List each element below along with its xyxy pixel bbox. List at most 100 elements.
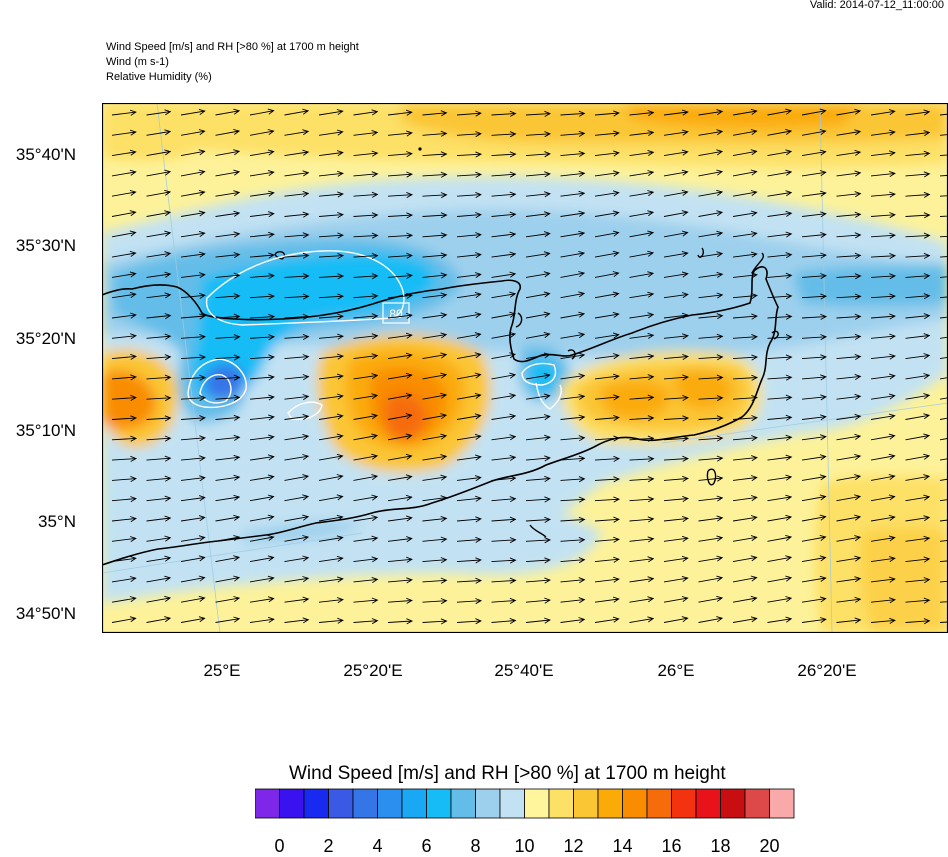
wind-arrow	[353, 453, 379, 461]
wind-arrow	[525, 537, 552, 544]
wind-arrow	[111, 353, 137, 360]
coastline	[102, 266, 779, 566]
wind-arrow	[629, 332, 655, 339]
wind-arrow	[284, 617, 310, 624]
wind-arrow	[801, 273, 827, 280]
wind-arrow	[387, 372, 413, 380]
wind-arrow	[870, 535, 896, 542]
colorbar-swatch	[450, 788, 476, 819]
wind-arrow	[387, 453, 413, 461]
wind-arrow	[318, 211, 344, 218]
wind-arrow	[939, 539, 948, 542]
wind-arrow	[663, 575, 689, 583]
wind-arrow	[732, 292, 758, 299]
wind-arrow	[560, 476, 586, 483]
wind-arrow	[939, 154, 948, 157]
colorbar-tick-label: 10	[514, 836, 535, 856]
wind-arrow	[180, 189, 206, 197]
wind-arrow	[146, 109, 172, 116]
wind-arrow	[905, 515, 931, 522]
wind-arrow	[629, 353, 655, 360]
wind-arrow	[249, 190, 275, 197]
wind-arrow	[111, 516, 137, 523]
wind-arrow	[732, 354, 759, 361]
wind-arrow	[249, 129, 275, 136]
wind-arrow	[560, 516, 586, 523]
wind-arrow	[801, 170, 827, 177]
wind-arrow	[560, 455, 586, 462]
wind-arrow	[491, 617, 517, 624]
wind-arrow	[905, 333, 931, 340]
wind-arrow	[318, 373, 344, 380]
wind-arrow	[146, 535, 172, 542]
wind-arrow	[180, 292, 206, 299]
wind-arrow	[387, 597, 413, 604]
wind-arrow	[318, 252, 345, 259]
wind-arrow	[560, 496, 586, 503]
wind-arrow	[249, 534, 275, 542]
wind-arrow	[732, 575, 758, 583]
wind-arrow	[870, 494, 896, 502]
wind-arrow	[318, 293, 345, 300]
wind-arrow	[836, 413, 862, 420]
wind-arrow	[318, 576, 344, 583]
wind-arrow	[767, 596, 793, 603]
wind-arrow	[698, 313, 724, 320]
contour-label: 80	[389, 307, 403, 321]
colorbar-swatch	[744, 788, 770, 819]
lon-label-26: 26°E	[657, 661, 695, 680]
wind-arrow	[318, 353, 344, 360]
wind-arrow	[732, 251, 758, 258]
wind-arrow	[146, 575, 172, 583]
wind-arrow	[732, 595, 758, 603]
wind-arrow	[698, 189, 724, 197]
wind-arrow	[870, 514, 896, 522]
wind-arrow	[249, 575, 275, 583]
wind-arrow	[870, 433, 896, 441]
wind-arrow	[215, 149, 241, 157]
wind-arrow	[456, 191, 482, 198]
wind-arrow	[249, 454, 275, 461]
wind-arrow	[698, 149, 724, 157]
wind-arrow	[560, 250, 586, 258]
wind-arrow	[215, 494, 241, 502]
wind-arrow	[698, 535, 724, 542]
wind-arrow	[180, 435, 206, 442]
colorbar-swatch	[352, 788, 378, 819]
wind-arrow	[284, 494, 310, 502]
wind-arrow	[594, 476, 621, 483]
wind-arrow	[249, 354, 275, 361]
wind-arrow	[215, 575, 241, 583]
wind-arrow	[939, 174, 948, 177]
wind-arrow	[905, 474, 931, 481]
wind-arrow	[215, 596, 241, 603]
wind-arrow	[698, 616, 724, 623]
wind-arrow	[732, 374, 759, 381]
wind-arrow	[905, 273, 931, 280]
wind-arrow	[353, 273, 379, 280]
wind-arrow	[629, 476, 655, 483]
wind-arrow	[318, 150, 344, 157]
colorbar-swatch	[720, 788, 746, 819]
wind-arrow	[318, 514, 344, 522]
wind-arrow	[249, 494, 275, 502]
wind-arrow	[870, 293, 896, 300]
wind-arrow	[836, 313, 862, 320]
wind-arrow	[698, 475, 724, 482]
wind-arrow	[870, 232, 896, 239]
wind-arrow	[353, 373, 379, 380]
plot-title: Wind Speed [m/s] and RH [>80 %] at 1700 …	[106, 41, 359, 53]
wind-arrow	[284, 474, 310, 481]
wind-arrow	[180, 210, 206, 217]
wind-arrow	[767, 252, 793, 259]
wind-arrow	[387, 130, 413, 137]
wind-arrow	[387, 191, 414, 198]
wind-arrow	[732, 231, 758, 238]
wind-arrow	[939, 437, 948, 441]
wind-arrow	[387, 312, 413, 319]
wind-arrow	[663, 189, 689, 197]
wind-arrow	[146, 415, 172, 422]
wind-arrow	[870, 150, 896, 157]
wind-arrow	[215, 514, 241, 522]
wind-arrow	[422, 515, 448, 522]
